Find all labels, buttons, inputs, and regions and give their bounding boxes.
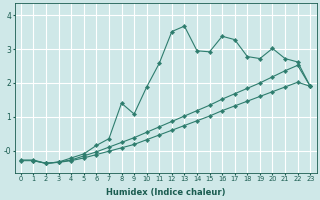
X-axis label: Humidex (Indice chaleur): Humidex (Indice chaleur) (106, 188, 225, 197)
